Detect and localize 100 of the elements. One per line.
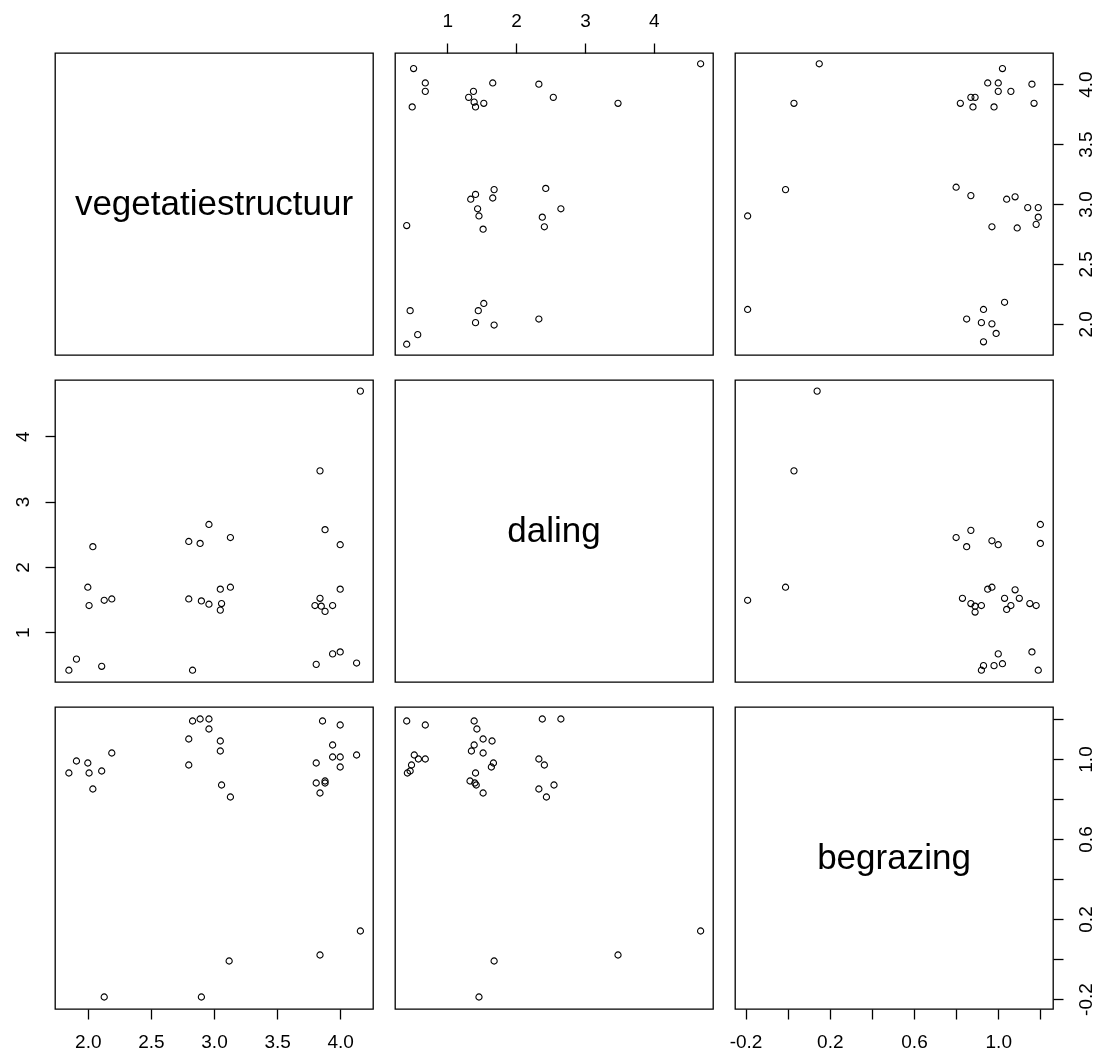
point xyxy=(994,541,1002,549)
point xyxy=(185,595,193,603)
point xyxy=(197,597,206,605)
point xyxy=(407,761,416,769)
point xyxy=(406,307,414,315)
point xyxy=(1030,99,1038,107)
point xyxy=(421,87,429,95)
point xyxy=(977,601,986,610)
point xyxy=(108,749,116,757)
point xyxy=(475,212,483,220)
point xyxy=(550,781,558,789)
point xyxy=(316,594,324,602)
point xyxy=(312,779,320,787)
point xyxy=(336,753,344,761)
point xyxy=(328,753,337,761)
point xyxy=(488,737,496,745)
point xyxy=(474,307,482,315)
point xyxy=(312,660,320,668)
y-tick-label: 1 xyxy=(11,627,33,639)
x-tick-label: 2.0 xyxy=(75,1030,102,1052)
point xyxy=(473,205,482,213)
point xyxy=(352,659,361,667)
point xyxy=(65,769,73,777)
point xyxy=(89,785,97,793)
point xyxy=(469,87,478,95)
point xyxy=(1000,594,1009,602)
point xyxy=(958,594,967,602)
point xyxy=(988,320,996,328)
point xyxy=(967,526,975,534)
point xyxy=(540,761,548,769)
point xyxy=(535,785,543,793)
y-tick-label: -0.2 xyxy=(1074,983,1096,1016)
point xyxy=(952,183,960,191)
point xyxy=(205,725,213,733)
point xyxy=(356,387,365,395)
point xyxy=(1032,601,1040,610)
y-tick-label: 4.0 xyxy=(1074,71,1096,98)
point xyxy=(967,93,975,101)
point xyxy=(790,467,798,475)
point xyxy=(1000,298,1009,306)
point xyxy=(217,781,226,789)
point xyxy=(414,331,422,339)
y-tick-label: 2 xyxy=(11,562,33,573)
point xyxy=(409,64,418,73)
point xyxy=(994,79,1002,87)
point xyxy=(471,769,480,777)
point xyxy=(406,767,414,775)
point xyxy=(89,543,97,551)
point xyxy=(1028,648,1036,656)
point xyxy=(216,747,224,755)
point xyxy=(988,583,996,591)
point xyxy=(100,596,108,604)
point xyxy=(336,721,344,729)
point xyxy=(535,755,543,763)
point xyxy=(467,195,475,203)
point xyxy=(84,583,92,591)
point xyxy=(403,340,411,348)
point xyxy=(312,759,320,767)
point xyxy=(205,520,213,529)
point xyxy=(977,319,986,327)
point xyxy=(72,757,81,765)
point xyxy=(990,103,998,111)
point xyxy=(963,543,971,551)
y-tick-label: 3.0 xyxy=(1074,191,1096,218)
point xyxy=(815,60,823,68)
point xyxy=(98,767,106,775)
y-tick-label: 3.5 xyxy=(1074,131,1096,158)
point xyxy=(352,751,361,759)
point xyxy=(479,225,487,233)
point xyxy=(696,60,705,68)
point xyxy=(316,467,324,475)
point xyxy=(542,793,551,801)
point xyxy=(744,212,752,220)
point xyxy=(466,777,474,785)
point xyxy=(311,601,319,610)
point xyxy=(188,666,197,674)
point xyxy=(979,338,988,346)
point xyxy=(465,93,473,101)
point xyxy=(744,305,752,314)
y-tick-label: 2.5 xyxy=(1074,251,1096,278)
point xyxy=(217,599,226,608)
point xyxy=(487,763,495,771)
point xyxy=(994,650,1002,658)
point xyxy=(538,715,546,723)
x-tick-label: 3.0 xyxy=(201,1030,228,1052)
point xyxy=(471,103,480,111)
point xyxy=(1024,203,1032,212)
point xyxy=(216,585,224,593)
point xyxy=(994,87,1002,95)
point xyxy=(535,315,543,323)
point xyxy=(196,715,204,723)
point xyxy=(197,993,206,1001)
point xyxy=(969,103,977,111)
point xyxy=(1007,601,1015,610)
x-tick-label: 3.5 xyxy=(264,1030,291,1052)
point xyxy=(410,751,418,759)
point xyxy=(185,735,193,743)
point xyxy=(480,99,488,107)
point xyxy=(336,763,344,771)
point xyxy=(1036,520,1044,529)
